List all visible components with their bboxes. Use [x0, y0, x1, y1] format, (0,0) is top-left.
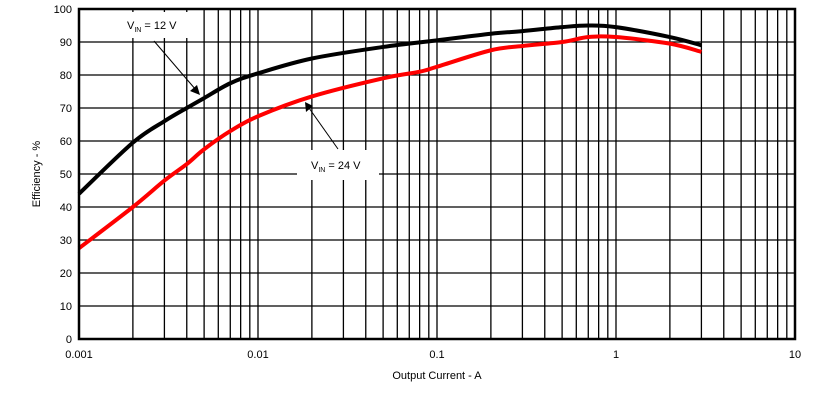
grid-lines: [79, 9, 795, 339]
svg-text:VIN = 12 V: VIN = 12 V: [127, 20, 177, 34]
arrow-head-icon: [190, 85, 200, 95]
y-tick-label: 0: [66, 334, 72, 346]
y-tick-label: 30: [60, 235, 72, 247]
y-tick-label: 20: [60, 268, 72, 280]
x-tick-label: 0.1: [429, 349, 444, 361]
y-tick-label: 50: [60, 169, 72, 181]
y-tick-label: 100: [54, 4, 72, 16]
y-axis-label: Efficiency - %: [31, 141, 43, 208]
annotation-vin-12v: VIN = 12 V: [110, 12, 200, 95]
y-tick-label: 90: [60, 37, 72, 49]
data-curves: [77, 23, 702, 250]
x-tick-label: 1: [613, 349, 619, 361]
x-axis-label: Output Current - A: [392, 370, 482, 382]
annotation-vin-24v: VIN = 24 V: [297, 102, 379, 180]
y-tick-label: 80: [60, 70, 72, 82]
x-tick-label: 0.01: [247, 349, 268, 361]
curve-vin-24v: [77, 34, 702, 250]
y-tick-label: 40: [60, 202, 72, 214]
x-tick-label: 10: [789, 349, 801, 361]
x-axis-ticks: 0.001 0.01 0.1 1 10: [65, 349, 801, 361]
x-tick-label: 0.001: [65, 349, 93, 361]
y-tick-label: 60: [60, 136, 72, 148]
y-tick-label: 10: [60, 301, 72, 313]
y-axis-ticks: 0 10 20 30 40 50 60 70 80 90 100: [54, 4, 72, 346]
y-tick-label: 70: [60, 103, 72, 115]
arrow-head-icon: [305, 102, 313, 112]
curve-vin-12v: [77, 23, 702, 196]
plot-frame: [77, 7, 797, 341]
svg-text:VIN = 24 V: VIN = 24 V: [311, 160, 361, 174]
